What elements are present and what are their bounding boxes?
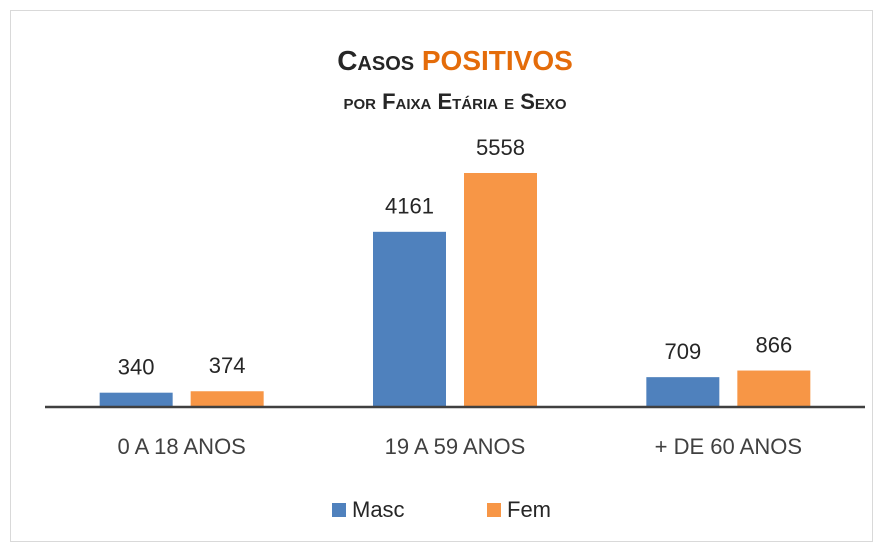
bar xyxy=(99,392,173,407)
chart-subtitle: por Faixa Etária e Sexo xyxy=(343,89,566,114)
value-label: 340 xyxy=(118,354,155,379)
legend-label: Masc xyxy=(352,497,405,522)
legend-swatch xyxy=(332,503,346,517)
legend-swatch xyxy=(487,503,501,517)
bar xyxy=(464,173,537,407)
x-tick-label: 19 A 59 ANOS xyxy=(385,434,526,459)
bar xyxy=(646,377,720,407)
chart-title: Casos POSITIVOS xyxy=(337,45,573,76)
title-part: Casos xyxy=(337,45,414,76)
bar xyxy=(373,231,446,407)
value-label: 5558 xyxy=(476,135,525,160)
bar xyxy=(190,391,264,407)
value-label: 709 xyxy=(664,339,701,364)
value-label: 4161 xyxy=(385,194,434,219)
value-label: 374 xyxy=(209,353,246,378)
title-part: POSITIVOS xyxy=(422,45,573,76)
legend-label: Fem xyxy=(507,497,551,522)
value-label: 866 xyxy=(755,332,792,357)
x-tick-label: + DE 60 ANOS xyxy=(655,434,802,459)
bar xyxy=(737,370,811,407)
x-tick-label: 0 A 18 ANOS xyxy=(117,434,245,459)
